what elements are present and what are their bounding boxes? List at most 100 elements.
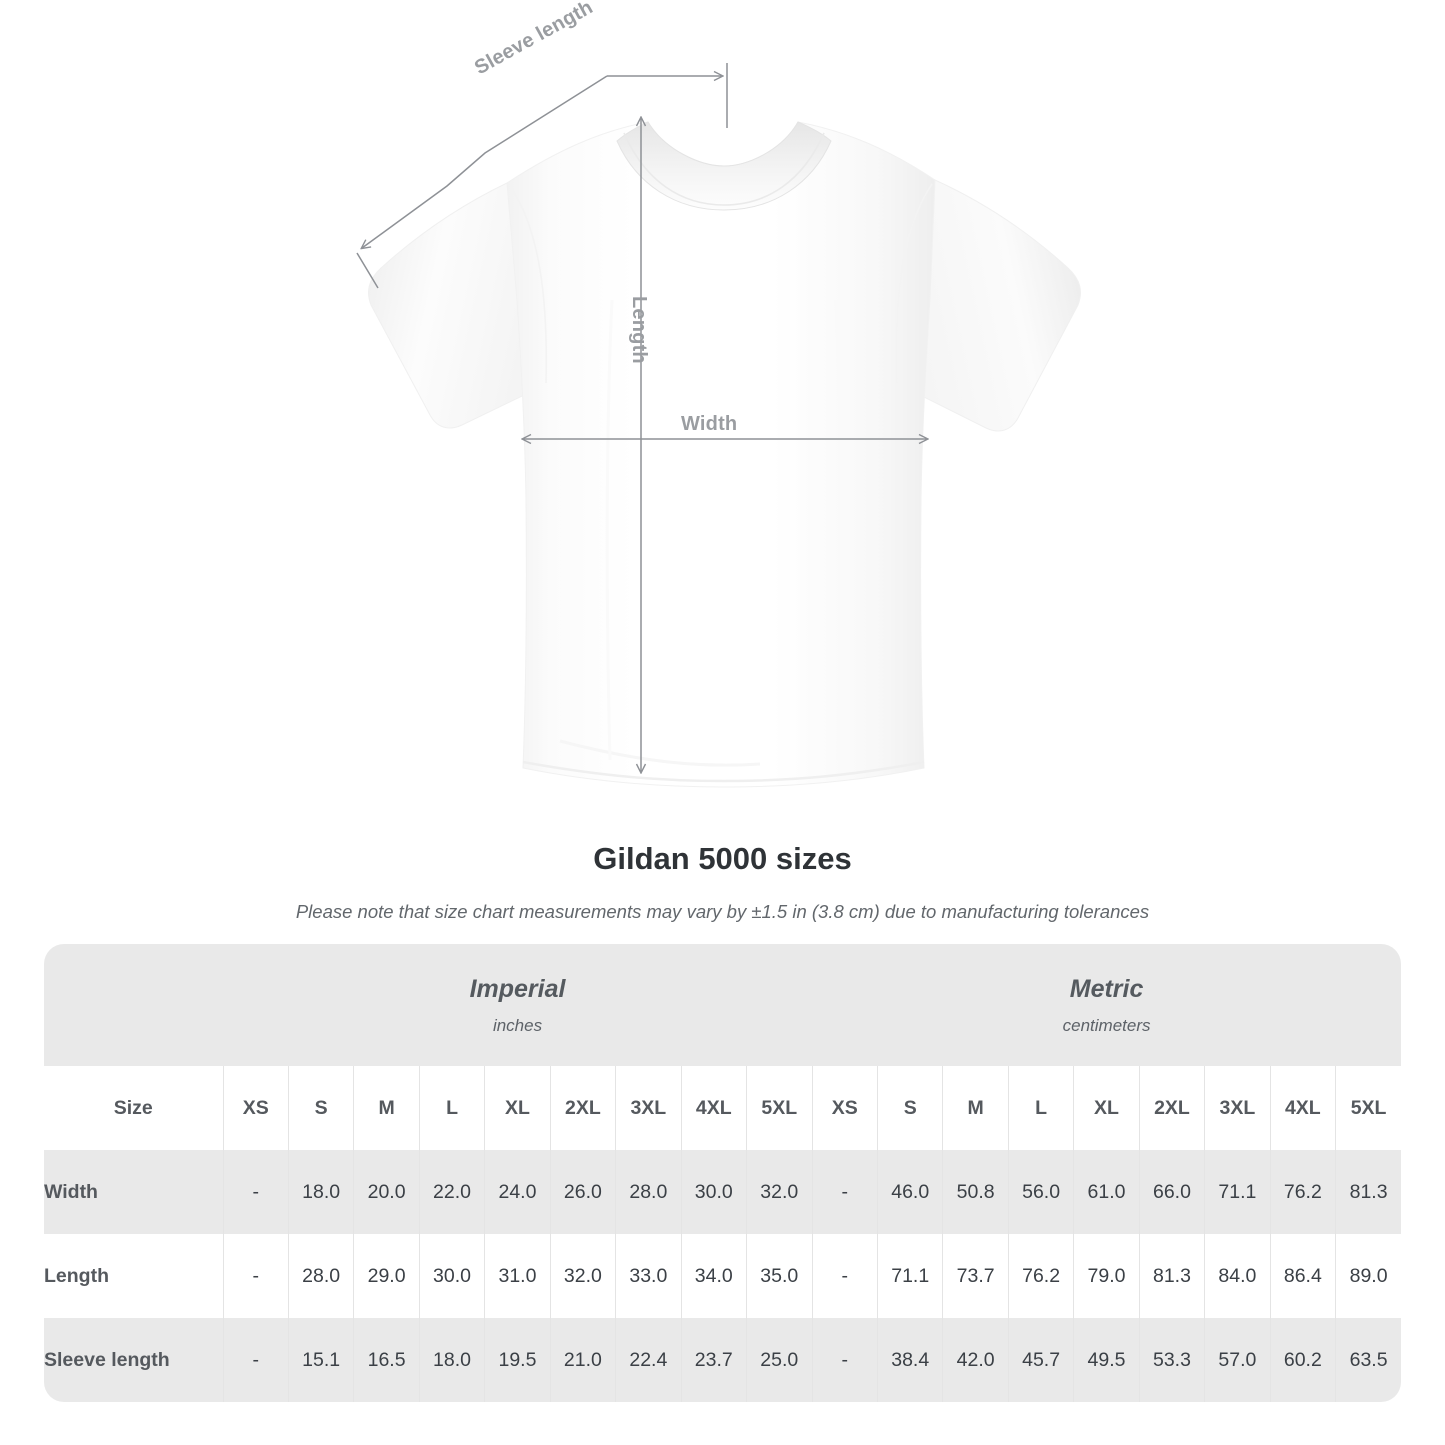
cell-length-imperial-xs: - <box>222 1234 289 1319</box>
header-col-imperial-3xl: 3XL <box>615 1066 682 1151</box>
cell-sleeve-metric-4xl: 60.2 <box>1269 1318 1336 1403</box>
cell-width-imperial-5xl: 32.0 <box>746 1150 813 1235</box>
table-head: Imperial inches Metric centimeters Size … <box>44 944 1401 1151</box>
sleeve-length-dimension <box>356 63 728 289</box>
unit-band-row: Imperial inches Metric centimeters <box>44 944 1401 1067</box>
header-col-metric-2xl: 2XL <box>1138 1066 1205 1151</box>
cell-length-imperial-l: 30.0 <box>418 1234 485 1319</box>
cell-width-imperial-m: 20.0 <box>353 1150 420 1235</box>
cell-length-metric-4xl: 86.4 <box>1269 1234 1336 1319</box>
cell-length-imperial-4xl: 34.0 <box>680 1234 747 1319</box>
cell-sleeve-metric-5xl: 63.5 <box>1335 1318 1401 1403</box>
cell-width-metric-s: 46.0 <box>876 1150 943 1235</box>
cell-length-metric-2xl: 81.3 <box>1138 1234 1205 1319</box>
header-col-metric-m: M <box>942 1066 1009 1151</box>
length-label: Length <box>628 296 650 364</box>
header-col-imperial-xs: XS <box>222 1066 289 1151</box>
unit-imperial-cell: Imperial inches <box>223 944 813 1067</box>
header-col-metric-xs: XS <box>811 1066 878 1151</box>
cell-length-imperial-s: 28.0 <box>287 1234 354 1319</box>
unit-metric-cell: Metric centimeters <box>812 944 1401 1067</box>
cell-width-metric-3xl: 71.1 <box>1204 1150 1271 1235</box>
cell-sleeve-metric-3xl: 57.0 <box>1204 1318 1271 1403</box>
cell-sleeve-imperial-s: 15.1 <box>287 1318 354 1403</box>
cell-length-metric-5xl: 89.0 <box>1335 1234 1401 1319</box>
row-label-length: Length <box>44 1234 223 1319</box>
size-table: Imperial inches Metric centimeters Size … <box>44 944 1401 1403</box>
unit-metric-name: Metric <box>1069 975 1144 1003</box>
table-row: Sleeve length - 15.1 16.5 18.0 19.5 21.0… <box>44 1318 1401 1403</box>
cell-length-metric-xl: 79.0 <box>1073 1234 1140 1319</box>
cell-sleeve-metric-xl: 49.5 <box>1073 1318 1140 1403</box>
header-col-imperial-5xl: 5XL <box>746 1066 813 1151</box>
cell-sleeve-metric-s: 38.4 <box>876 1318 943 1403</box>
header-col-imperial-xl: XL <box>484 1066 551 1151</box>
cell-sleeve-metric-xs: - <box>811 1318 878 1403</box>
header-col-imperial-l: L <box>418 1066 485 1151</box>
cell-width-imperial-xs: - <box>222 1150 289 1235</box>
tolerance-note: Please note that size chart measurements… <box>295 901 1150 923</box>
unit-metric-sub: centimeters <box>1062 1016 1151 1036</box>
cell-width-metric-2xl: 66.0 <box>1138 1150 1205 1235</box>
cell-sleeve-imperial-3xl: 22.4 <box>615 1318 682 1403</box>
row-label-sleeve-length: Sleeve length <box>44 1318 223 1403</box>
cell-sleeve-imperial-2xl: 21.0 <box>549 1318 616 1403</box>
width-label: Width <box>681 413 738 435</box>
cell-length-metric-3xl: 84.0 <box>1204 1234 1271 1319</box>
table-row: Width - 18.0 20.0 22.0 24.0 26.0 28.0 30… <box>44 1150 1401 1235</box>
cell-width-imperial-l: 22.0 <box>418 1150 485 1235</box>
cell-sleeve-imperial-5xl: 25.0 <box>746 1318 813 1403</box>
cell-length-imperial-3xl: 33.0 <box>615 1234 682 1319</box>
cell-length-imperial-2xl: 32.0 <box>549 1234 616 1319</box>
cell-length-metric-l: 76.2 <box>1007 1234 1074 1319</box>
cell-width-metric-m: 50.8 <box>942 1150 1009 1235</box>
cell-width-imperial-4xl: 30.0 <box>680 1150 747 1235</box>
size-table-container: Imperial inches Metric centimeters Size … <box>44 944 1401 1403</box>
cell-length-imperial-xl: 31.0 <box>484 1234 551 1319</box>
size-header-row: Size XS S M L XL 2XL 3XL 4XL 5XL XS S M … <box>44 1066 1401 1151</box>
cell-sleeve-imperial-xl: 19.5 <box>484 1318 551 1403</box>
tshirt-illustration <box>368 121 1081 788</box>
cell-width-metric-xl: 61.0 <box>1073 1150 1140 1235</box>
unit-imperial-sub: inches <box>492 1016 543 1036</box>
chart-heading: Gildan 5000 sizes Please note that size … <box>0 840 1445 923</box>
cell-sleeve-metric-m: 42.0 <box>942 1318 1009 1403</box>
header-col-metric-l: L <box>1007 1066 1074 1151</box>
header-col-metric-s: S <box>876 1066 943 1151</box>
unit-imperial-name: Imperial <box>469 975 566 1003</box>
cell-width-imperial-3xl: 28.0 <box>615 1150 682 1235</box>
cell-width-imperial-xl: 24.0 <box>484 1150 551 1235</box>
cell-width-imperial-s: 18.0 <box>287 1150 354 1235</box>
cell-width-imperial-2xl: 26.0 <box>549 1150 616 1235</box>
header-size-label: Size <box>44 1066 223 1151</box>
header-col-imperial-s: S <box>287 1066 354 1151</box>
cell-length-metric-s: 71.1 <box>876 1234 943 1319</box>
cell-width-metric-4xl: 76.2 <box>1269 1150 1336 1235</box>
tshirt-diagram: Sleeve length Length Width <box>356 0 1081 788</box>
page-title: Gildan 5000 sizes <box>593 841 852 876</box>
header-col-imperial-2xl: 2XL <box>549 1066 616 1151</box>
header-col-metric-xl: XL <box>1073 1066 1140 1151</box>
cell-sleeve-imperial-l: 18.0 <box>418 1318 485 1403</box>
cell-length-metric-xs: - <box>811 1234 878 1319</box>
cell-length-metric-m: 73.7 <box>942 1234 1009 1319</box>
table-row: Length - 28.0 29.0 30.0 31.0 32.0 33.0 3… <box>44 1234 1401 1319</box>
header-col-metric-3xl: 3XL <box>1204 1066 1271 1151</box>
cell-sleeve-imperial-m: 16.5 <box>353 1318 420 1403</box>
cell-length-imperial-m: 29.0 <box>353 1234 420 1319</box>
header-col-metric-5xl: 5XL <box>1335 1066 1401 1151</box>
header-col-imperial-m: M <box>353 1066 420 1151</box>
cell-width-metric-l: 56.0 <box>1007 1150 1074 1235</box>
cell-length-imperial-5xl: 35.0 <box>746 1234 813 1319</box>
cell-sleeve-metric-l: 45.7 <box>1007 1318 1074 1403</box>
header-col-imperial-4xl: 4XL <box>680 1066 747 1151</box>
cell-sleeve-imperial-xs: - <box>222 1318 289 1403</box>
unit-band-spacer <box>44 944 223 1067</box>
cell-width-metric-5xl: 81.3 <box>1335 1150 1401 1235</box>
cell-width-metric-xs: - <box>811 1150 878 1235</box>
header-col-metric-4xl: 4XL <box>1269 1066 1336 1151</box>
cell-sleeve-metric-2xl: 53.3 <box>1138 1318 1205 1403</box>
cell-sleeve-imperial-4xl: 23.7 <box>680 1318 747 1403</box>
row-label-width: Width <box>44 1150 223 1235</box>
